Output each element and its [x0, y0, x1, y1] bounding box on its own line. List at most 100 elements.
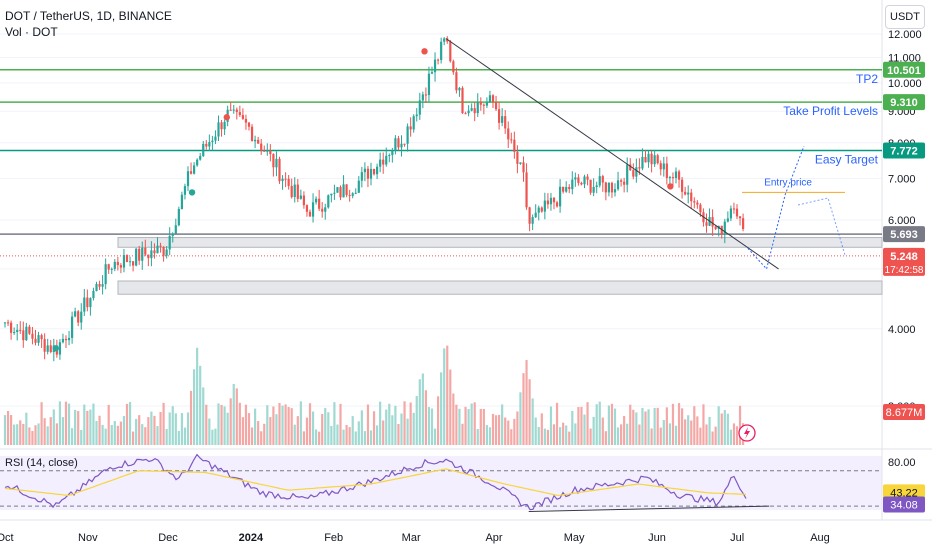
currency-button[interactable]: USDT [885, 5, 925, 29]
volume-bar [202, 387, 205, 445]
volume-bar [687, 415, 690, 445]
candle-body [537, 207, 540, 213]
volume-bar [690, 420, 693, 445]
volume-bar [116, 425, 119, 445]
candle-body [351, 193, 354, 196]
volume-bar [141, 424, 144, 445]
candle-body [501, 116, 504, 123]
volume-bar [632, 409, 635, 445]
candle-body [235, 109, 238, 113]
candle-body [180, 194, 183, 209]
volume-bar [482, 408, 485, 445]
volume-bar [455, 404, 458, 445]
candle-body [531, 217, 534, 224]
candle-body [318, 198, 321, 209]
volume-bar [266, 405, 269, 445]
volume-bar [543, 428, 546, 445]
volume-bar [315, 429, 318, 445]
volume-bar [735, 426, 739, 445]
candle-body [327, 195, 330, 208]
x-tick-label: Mar [402, 532, 421, 544]
candle-body [16, 329, 19, 332]
volume-bar [656, 407, 659, 445]
volume-bar [412, 412, 415, 445]
volume-bar [220, 404, 223, 445]
volume-bar [470, 403, 473, 445]
candle-body [92, 290, 95, 299]
candle-body [723, 221, 726, 235]
volume-bar [516, 411, 519, 445]
volume-bar [159, 411, 162, 445]
volume-bar [714, 426, 717, 445]
volume-bar [247, 413, 251, 445]
candle-body [363, 168, 366, 173]
candle-body [665, 163, 668, 179]
candle-body [427, 73, 431, 96]
candle-body [479, 101, 482, 105]
candle-body [324, 207, 327, 212]
volume-bar [34, 425, 37, 445]
candle-body [562, 186, 565, 192]
volume-bar [601, 417, 604, 445]
candle-body [34, 338, 37, 343]
volume-bar [205, 404, 208, 445]
volume-bar [653, 407, 656, 445]
candle-body [577, 177, 580, 183]
candle-body [629, 164, 632, 171]
candle-body [43, 339, 46, 352]
candle-body [132, 261, 135, 266]
candle-body [153, 250, 156, 254]
candle-body [681, 179, 684, 192]
candle-body [616, 180, 620, 190]
candle-body [494, 101, 498, 110]
candle-body [232, 109, 235, 111]
volume-bar [546, 429, 549, 445]
candle-body [650, 153, 653, 165]
level-label: Take Profit Levels [783, 104, 878, 118]
volume-bar [174, 413, 177, 445]
volume-bar [211, 429, 214, 445]
volume-bar [351, 416, 354, 445]
volume-bar [360, 410, 363, 445]
volume-bar [52, 409, 55, 445]
y-tick-label: 10.000 [888, 78, 922, 90]
volume-bar [424, 390, 427, 445]
volume-bar [555, 402, 559, 445]
candle-body [19, 329, 22, 331]
candle-body [183, 186, 187, 195]
volume-bar [6, 410, 10, 445]
candle-body [147, 254, 150, 259]
candle-body [504, 116, 507, 129]
volume-bar [19, 420, 22, 445]
volume-bar [711, 431, 714, 445]
y-tick-label: 6.000 [888, 215, 916, 227]
volume-bar [77, 411, 80, 445]
candle-body [513, 139, 516, 152]
candle-body [244, 118, 248, 123]
candle-body [333, 192, 336, 194]
volume-bar [58, 401, 61, 445]
volume-bar [638, 424, 641, 445]
candle-body [391, 150, 394, 156]
price-tag [883, 94, 925, 111]
rsi-divergence-line [528, 505, 770, 512]
volume-bar [119, 421, 122, 445]
volume-bar [528, 379, 531, 445]
volume-bar [156, 426, 159, 445]
volume-bar [507, 420, 510, 445]
volume-bar [562, 422, 565, 445]
candle-body [406, 126, 409, 144]
volume-bar [83, 404, 86, 445]
volume-bar [71, 428, 74, 445]
candle-body [607, 182, 610, 193]
volume-bar [28, 427, 31, 445]
candle-body [498, 109, 501, 123]
candle-body [315, 198, 318, 203]
candle-body [653, 155, 656, 165]
volume-bar [263, 423, 266, 445]
trendline [445, 38, 779, 270]
volume-bar [229, 398, 232, 445]
candle-body [507, 128, 510, 140]
volume-bar [406, 418, 409, 445]
